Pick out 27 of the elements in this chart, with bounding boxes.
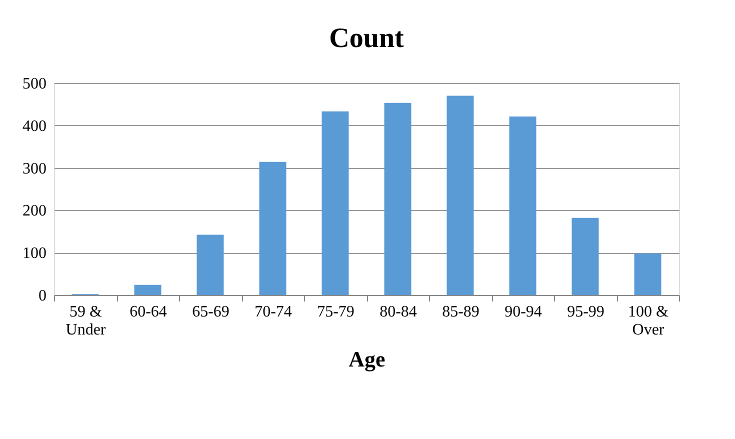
bar	[446, 96, 474, 295]
x-axis-title: Age	[348, 346, 386, 372]
bar	[196, 234, 224, 295]
bar	[634, 253, 662, 295]
x-tick-label: 65-69	[192, 304, 230, 320]
x-tick-label: 85-89	[442, 304, 480, 320]
x-tick-label: 95-99	[567, 304, 604, 320]
y-tick-label: 300	[22, 160, 46, 178]
x-tick-label: 70-74	[254, 304, 292, 320]
x-tick-label: 59 & Under	[66, 304, 106, 338]
bar	[572, 218, 599, 295]
bar	[134, 284, 162, 295]
x-tick-label: 90-94	[504, 304, 542, 320]
bar	[509, 116, 536, 295]
x-tick-label: 80-84	[380, 304, 417, 320]
y-tick-label: 200	[22, 202, 46, 220]
y-tick-label: 400	[22, 118, 46, 135]
bar	[322, 111, 349, 295]
y-tick-label: 500	[22, 76, 46, 92]
bar	[259, 162, 286, 295]
y-tick-label: 100	[22, 245, 46, 262]
chart-title: Count	[329, 23, 405, 54]
x-tick-label: 100 & Over	[628, 304, 670, 338]
x-tick-label: 60-64	[130, 304, 167, 320]
y-tick-label: 0	[38, 288, 46, 304]
bar	[384, 102, 412, 295]
x-tick-label: 75-79	[317, 304, 354, 320]
